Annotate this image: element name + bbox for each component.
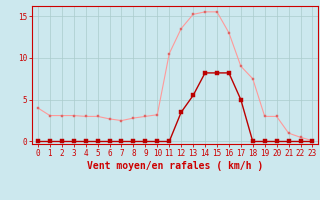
X-axis label: Vent moyen/en rafales ( km/h ): Vent moyen/en rafales ( km/h ) xyxy=(87,161,263,171)
